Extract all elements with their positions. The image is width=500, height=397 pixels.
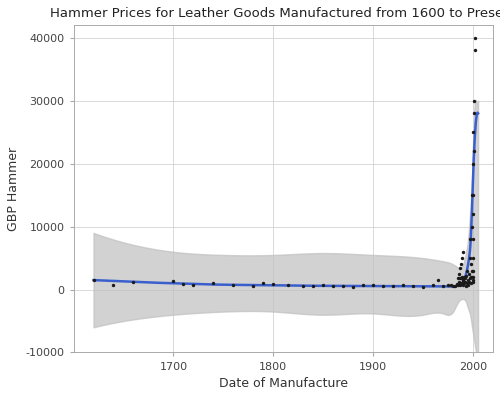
Point [449,283,457,289]
Point [459,277,467,283]
Point [459,279,467,285]
Point [454,275,462,281]
Point [469,255,477,261]
Point [429,281,437,288]
Point [469,129,477,135]
Title: Hammer Prices for Leather Goods Manufactured from 1600 to Present: Hammer Prices for Leather Goods Manufact… [50,7,500,20]
Point [130,279,138,285]
Point [329,283,337,289]
Point [467,261,475,268]
Point [310,283,318,289]
Point [458,274,466,280]
Point [399,282,407,288]
Point [250,283,258,289]
Point [457,261,465,268]
Point [210,280,218,286]
Point [464,281,472,288]
Point [459,249,467,255]
Point [439,283,447,289]
Point [270,281,278,287]
Point [359,282,367,288]
Point [471,35,479,41]
Point [468,224,476,230]
Point [469,274,477,280]
Point [469,236,477,243]
Point [230,281,237,288]
Point [461,275,469,281]
Point [456,264,464,271]
Point [379,283,387,289]
Point [190,282,198,288]
Point [467,274,475,280]
Point [462,283,470,289]
Point [457,280,465,286]
Point [464,277,472,283]
Point [469,211,477,217]
Point [468,192,476,198]
Point [469,279,477,285]
Point [462,272,470,279]
Point [180,281,188,287]
Point [455,279,463,285]
Y-axis label: GBP Hammer: GBP Hammer [7,147,20,231]
Point [110,281,118,288]
Point [90,277,98,283]
Point [349,284,357,290]
Point [455,271,463,277]
Point [434,277,442,283]
Point [470,98,478,104]
Point [458,255,466,261]
Point [419,284,427,290]
Point [300,283,308,289]
Point [444,281,452,288]
Point [170,278,177,284]
Point [457,275,465,281]
Point [466,255,474,261]
Point [461,279,469,285]
Point [470,110,478,117]
Point [456,275,464,281]
Point [465,279,473,285]
Point [447,282,455,288]
Point [369,281,377,288]
Point [453,281,461,287]
Point [471,47,479,54]
Point [468,274,476,280]
Point [459,281,467,288]
Point [466,236,474,243]
Point [465,271,473,277]
Point [260,279,268,286]
Point [469,192,477,198]
Point [469,277,477,283]
Point [456,282,464,288]
Point [409,283,417,289]
Point [451,283,459,289]
Point [469,160,477,167]
Point [284,282,292,288]
Point [467,280,475,286]
Point [469,268,477,274]
Point [389,283,397,289]
Point [468,268,476,274]
Point [339,283,347,289]
Point [319,282,327,288]
X-axis label: Date of Manufacture: Date of Manufacture [219,377,348,390]
Point [454,282,462,288]
Point [463,280,471,286]
Point [470,148,478,154]
Point [463,268,471,274]
Point [460,280,468,286]
Point [466,275,474,281]
Point [460,274,468,280]
